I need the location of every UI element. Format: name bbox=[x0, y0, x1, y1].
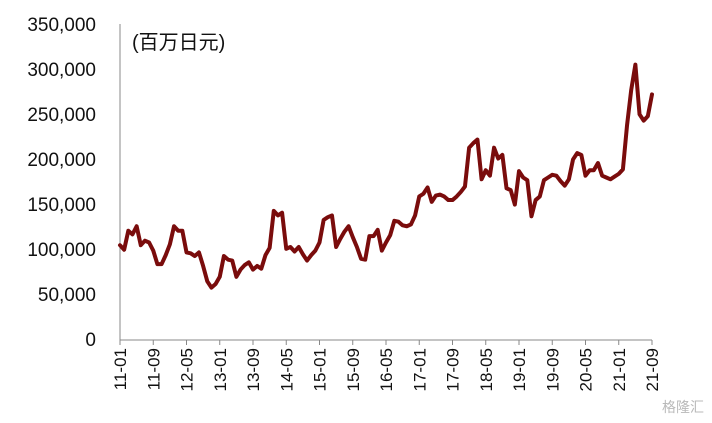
watermark: 格隆汇 bbox=[662, 400, 704, 416]
x-tick-label: 21-01 bbox=[610, 348, 629, 391]
y-tick-label: 350,000 bbox=[27, 15, 96, 36]
x-tick-label: 17-01 bbox=[410, 348, 429, 391]
x-tick-label: 11-01 bbox=[111, 348, 130, 390]
series-line bbox=[118, 62, 654, 290]
y-tick-label: 300,000 bbox=[27, 60, 96, 81]
x-tick-label: 15-01 bbox=[311, 348, 330, 391]
x-tick-label: 15-09 bbox=[344, 348, 363, 391]
y-tick-label: 150,000 bbox=[27, 195, 96, 216]
y-tick-label: 250,000 bbox=[27, 105, 96, 126]
y-tick-label: 100,000 bbox=[27, 240, 96, 261]
x-tick-labels: 11-01 11-09 12-05 13-01 13-09 14-05 15-01 15-09… bbox=[111, 348, 662, 391]
y-tick-labels: 0 50,000 100,000 150,000 200,000 250,000… bbox=[27, 15, 96, 351]
x-tick-label: 20-05 bbox=[577, 348, 596, 391]
x-tick-label: 17-09 bbox=[444, 348, 463, 391]
y-tick-label: 0 bbox=[85, 330, 96, 351]
y-tick-label: 200,000 bbox=[27, 150, 96, 171]
x-tick-label: 19-01 bbox=[510, 348, 529, 391]
x-tick-label: 12-05 bbox=[178, 348, 197, 391]
x-tick-label: 13-01 bbox=[211, 348, 230, 391]
x-tick-label: 11-09 bbox=[144, 348, 163, 390]
x-tick-label: 19-09 bbox=[543, 348, 562, 391]
x-axis-ticks bbox=[119, 340, 653, 345]
x-tick-label: 14-05 bbox=[277, 348, 296, 391]
y-tick-label: 50,000 bbox=[38, 285, 96, 306]
x-tick-label: 13-09 bbox=[244, 348, 263, 391]
x-tick-label: 18-05 bbox=[477, 348, 496, 391]
x-tick-label: 16-05 bbox=[377, 348, 396, 391]
x-tick-label: 21-09 bbox=[643, 348, 662, 391]
unit-label: (百万日元) bbox=[132, 32, 225, 54]
